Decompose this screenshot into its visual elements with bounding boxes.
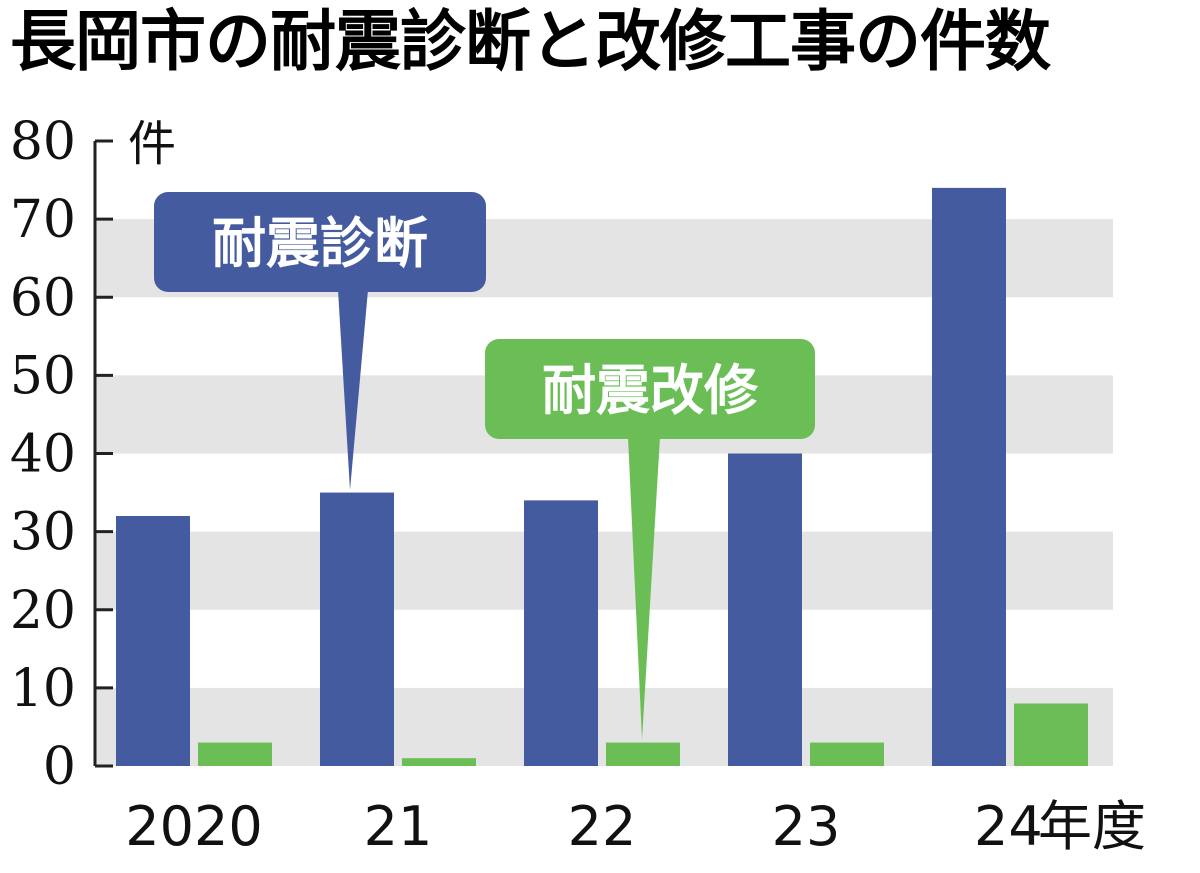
callout-retrofit-label: 耐震改修 — [542, 359, 759, 422]
y-tick-label: 50 — [10, 346, 76, 406]
bars — [116, 187, 1088, 766]
chart-title: 長岡市の耐震診断と改修工事の件数 — [10, 3, 1051, 80]
callout-retrofit-box — [485, 339, 815, 439]
y-tick-label: 30 — [10, 503, 76, 563]
bar-diagnosis-21 — [320, 492, 394, 766]
x-category-label: 23 — [772, 795, 841, 858]
y-tick-label: 60 — [10, 268, 76, 328]
y-tick-label: 70 — [10, 190, 76, 250]
y-axis — [93, 139, 113, 768]
bar-diagnosis-22 — [524, 500, 598, 766]
y-tick-label: 40 — [10, 425, 76, 485]
bar-retrofit-23 — [810, 742, 884, 766]
x-unit-label: 年度 — [1038, 795, 1146, 858]
bar-retrofit-2020 — [198, 742, 272, 766]
bar-diagnosis-23 — [728, 453, 802, 766]
y-tick-label: 0 — [43, 737, 76, 797]
callout-diagnosis-label: 耐震診断 — [212, 212, 428, 275]
y-unit-label: 件 — [128, 116, 176, 172]
x-category-label: 24 — [974, 795, 1043, 858]
bar-retrofit-21 — [402, 758, 476, 766]
callout-diagnosis-pointer — [338, 290, 368, 490]
callout-retrofit-pointer — [628, 437, 660, 740]
y-tick-label: 10 — [10, 659, 76, 719]
x-category-label: 22 — [568, 795, 637, 858]
bar-diagnosis-2020 — [116, 516, 190, 766]
bar-retrofit-24 — [1014, 703, 1088, 766]
y-tick-label: 20 — [10, 581, 76, 641]
y-tick-label: 80 — [10, 112, 76, 172]
x-category-label: 21 — [364, 795, 433, 858]
callout-diagnosis-box — [154, 192, 486, 292]
x-category-label: 2020 — [125, 795, 262, 858]
bar-retrofit-22 — [606, 742, 680, 766]
bar-diagnosis-24 — [932, 187, 1006, 766]
